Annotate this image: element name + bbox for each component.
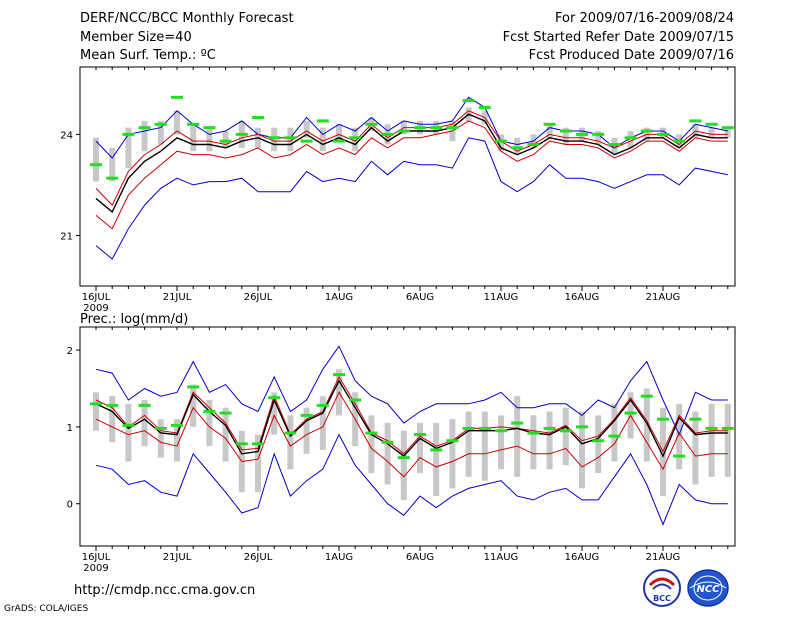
temp-observed-marker	[511, 146, 524, 150]
variable-label: Mean Surf. Temp.: ºC	[80, 48, 216, 63]
temp-spread-box	[514, 137, 521, 155]
temp-min-line	[95, 137, 728, 260]
temp-observed-marker	[527, 142, 540, 146]
temp-observed-marker	[349, 136, 362, 140]
temp-mean-line	[95, 113, 728, 214]
temp-spread-box	[708, 127, 715, 138]
temp-spread-box	[352, 127, 359, 152]
temp-observed-marker	[284, 136, 297, 140]
temp-observed-marker	[462, 99, 475, 103]
temp-y-tick-label: 24	[60, 130, 73, 141]
bcc-logo-text: BCC	[653, 594, 671, 603]
temp-x-tick-label: 16JUL	[82, 292, 111, 303]
temp-observed-marker	[446, 126, 459, 130]
temp-spread-box	[174, 110, 180, 135]
temp-spread-box	[157, 120, 164, 145]
temp-observed-marker	[414, 126, 426, 130]
temp-spread-box	[498, 134, 504, 152]
temp-observed-marker	[300, 139, 313, 143]
temp-observed-marker	[235, 132, 248, 136]
temp-observed-marker	[219, 139, 232, 143]
temp-spread-box	[271, 127, 278, 152]
temp-x-tick-label: 6AUG	[406, 292, 434, 303]
temp-observed-marker	[624, 136, 637, 140]
member-size: Member Size=40	[80, 30, 192, 45]
temp-spread-box	[287, 127, 294, 152]
ncc-logo-text: NCC	[696, 584, 720, 595]
temp-spread-box	[141, 120, 148, 152]
temp-x-tick-label: 1AUG	[325, 292, 353, 303]
temp-observed-marker	[381, 132, 394, 136]
temp-spread-box	[190, 124, 197, 152]
temp-observed-marker	[138, 126, 151, 130]
temp-observed-marker	[721, 126, 734, 130]
temp-spread-box	[109, 147, 116, 182]
temp-spread-box	[546, 124, 553, 138]
temp-x-tick-label: 16AUG	[565, 292, 600, 303]
temp-observed-marker	[333, 139, 345, 143]
temp-spread-box	[336, 124, 342, 142]
temp-x-tick-label: 21AUG	[646, 292, 681, 303]
temp-spread-box	[222, 131, 229, 148]
temp-upper-line	[95, 110, 728, 206]
temp-spread-box	[611, 137, 618, 155]
temp-observed-marker	[673, 139, 686, 143]
temp-observed-marker	[171, 95, 183, 99]
temp-observed-marker	[187, 122, 200, 126]
temp-observed-marker	[397, 129, 410, 133]
temp-spread-box	[125, 127, 132, 169]
temp-observed-marker	[543, 122, 556, 126]
temp-observed-marker	[657, 132, 669, 136]
temp-observed-marker	[689, 119, 702, 123]
temp-spread-box	[627, 131, 634, 148]
temp-x-tick-label: 21JUL	[163, 292, 192, 303]
grads-credit: GrADS: COLA/IGES	[4, 604, 89, 614]
temp-spread-box	[319, 127, 326, 152]
temp-spread-box	[303, 120, 310, 138]
temp-spread-box	[724, 127, 731, 138]
temp-spread-box	[595, 131, 602, 145]
temp-lower-line	[95, 120, 728, 230]
temp-observed-marker	[252, 116, 264, 120]
temp-observed-marker	[90, 163, 102, 167]
website-url[interactable]: http://cmdp.ncc.cma.gov.cn	[74, 583, 256, 598]
temp-observed-marker	[122, 132, 135, 136]
temp-x-tick-label: 11AUG	[484, 292, 519, 303]
temp-observed-marker	[576, 132, 588, 136]
temp-spread-box	[562, 127, 569, 145]
temperature-plot-frame	[79, 66, 736, 287]
ncc-logo: NCC	[687, 569, 729, 607]
chart-title: DERF/NCC/BCC Monthly Forecast	[80, 11, 294, 26]
fcst-started-date: Fcst Started Refer Date 2009/07/15	[502, 30, 734, 45]
temp-observed-marker	[559, 129, 572, 133]
bcc-logo: BCC	[643, 569, 681, 607]
temp-observed-marker	[478, 105, 491, 109]
forecast-period: For 2009/07/16-2009/08/24	[555, 11, 734, 26]
temp-observed-marker	[154, 122, 167, 126]
temp-observed-marker	[106, 176, 119, 180]
temp-observed-marker	[592, 132, 605, 136]
fcst-produced-date: Fcst Produced Date 2009/07/16	[528, 48, 734, 63]
temp-observed-marker	[705, 122, 718, 126]
temp-spread-box	[206, 127, 213, 152]
temp-observed-marker	[430, 126, 443, 130]
precip-chart-title: Prec.: log(mm/d)	[80, 312, 189, 327]
temp-observed-marker	[640, 129, 653, 133]
temp-x-year-label: 2009	[83, 303, 108, 314]
temp-observed-marker	[203, 126, 216, 130]
temp-observed-marker	[365, 122, 378, 126]
temp-observed-marker	[608, 142, 621, 146]
temp-spread-box	[93, 137, 99, 182]
temp-y-tick-label: 21	[60, 231, 73, 242]
temp-x-tick-label: 26JUL	[244, 292, 273, 303]
temp-spread-box	[660, 127, 666, 138]
temp-observed-marker	[268, 136, 281, 140]
temp-observed-marker	[316, 119, 329, 123]
temp-max-line	[95, 96, 728, 159]
temp-observed-marker	[495, 139, 507, 143]
